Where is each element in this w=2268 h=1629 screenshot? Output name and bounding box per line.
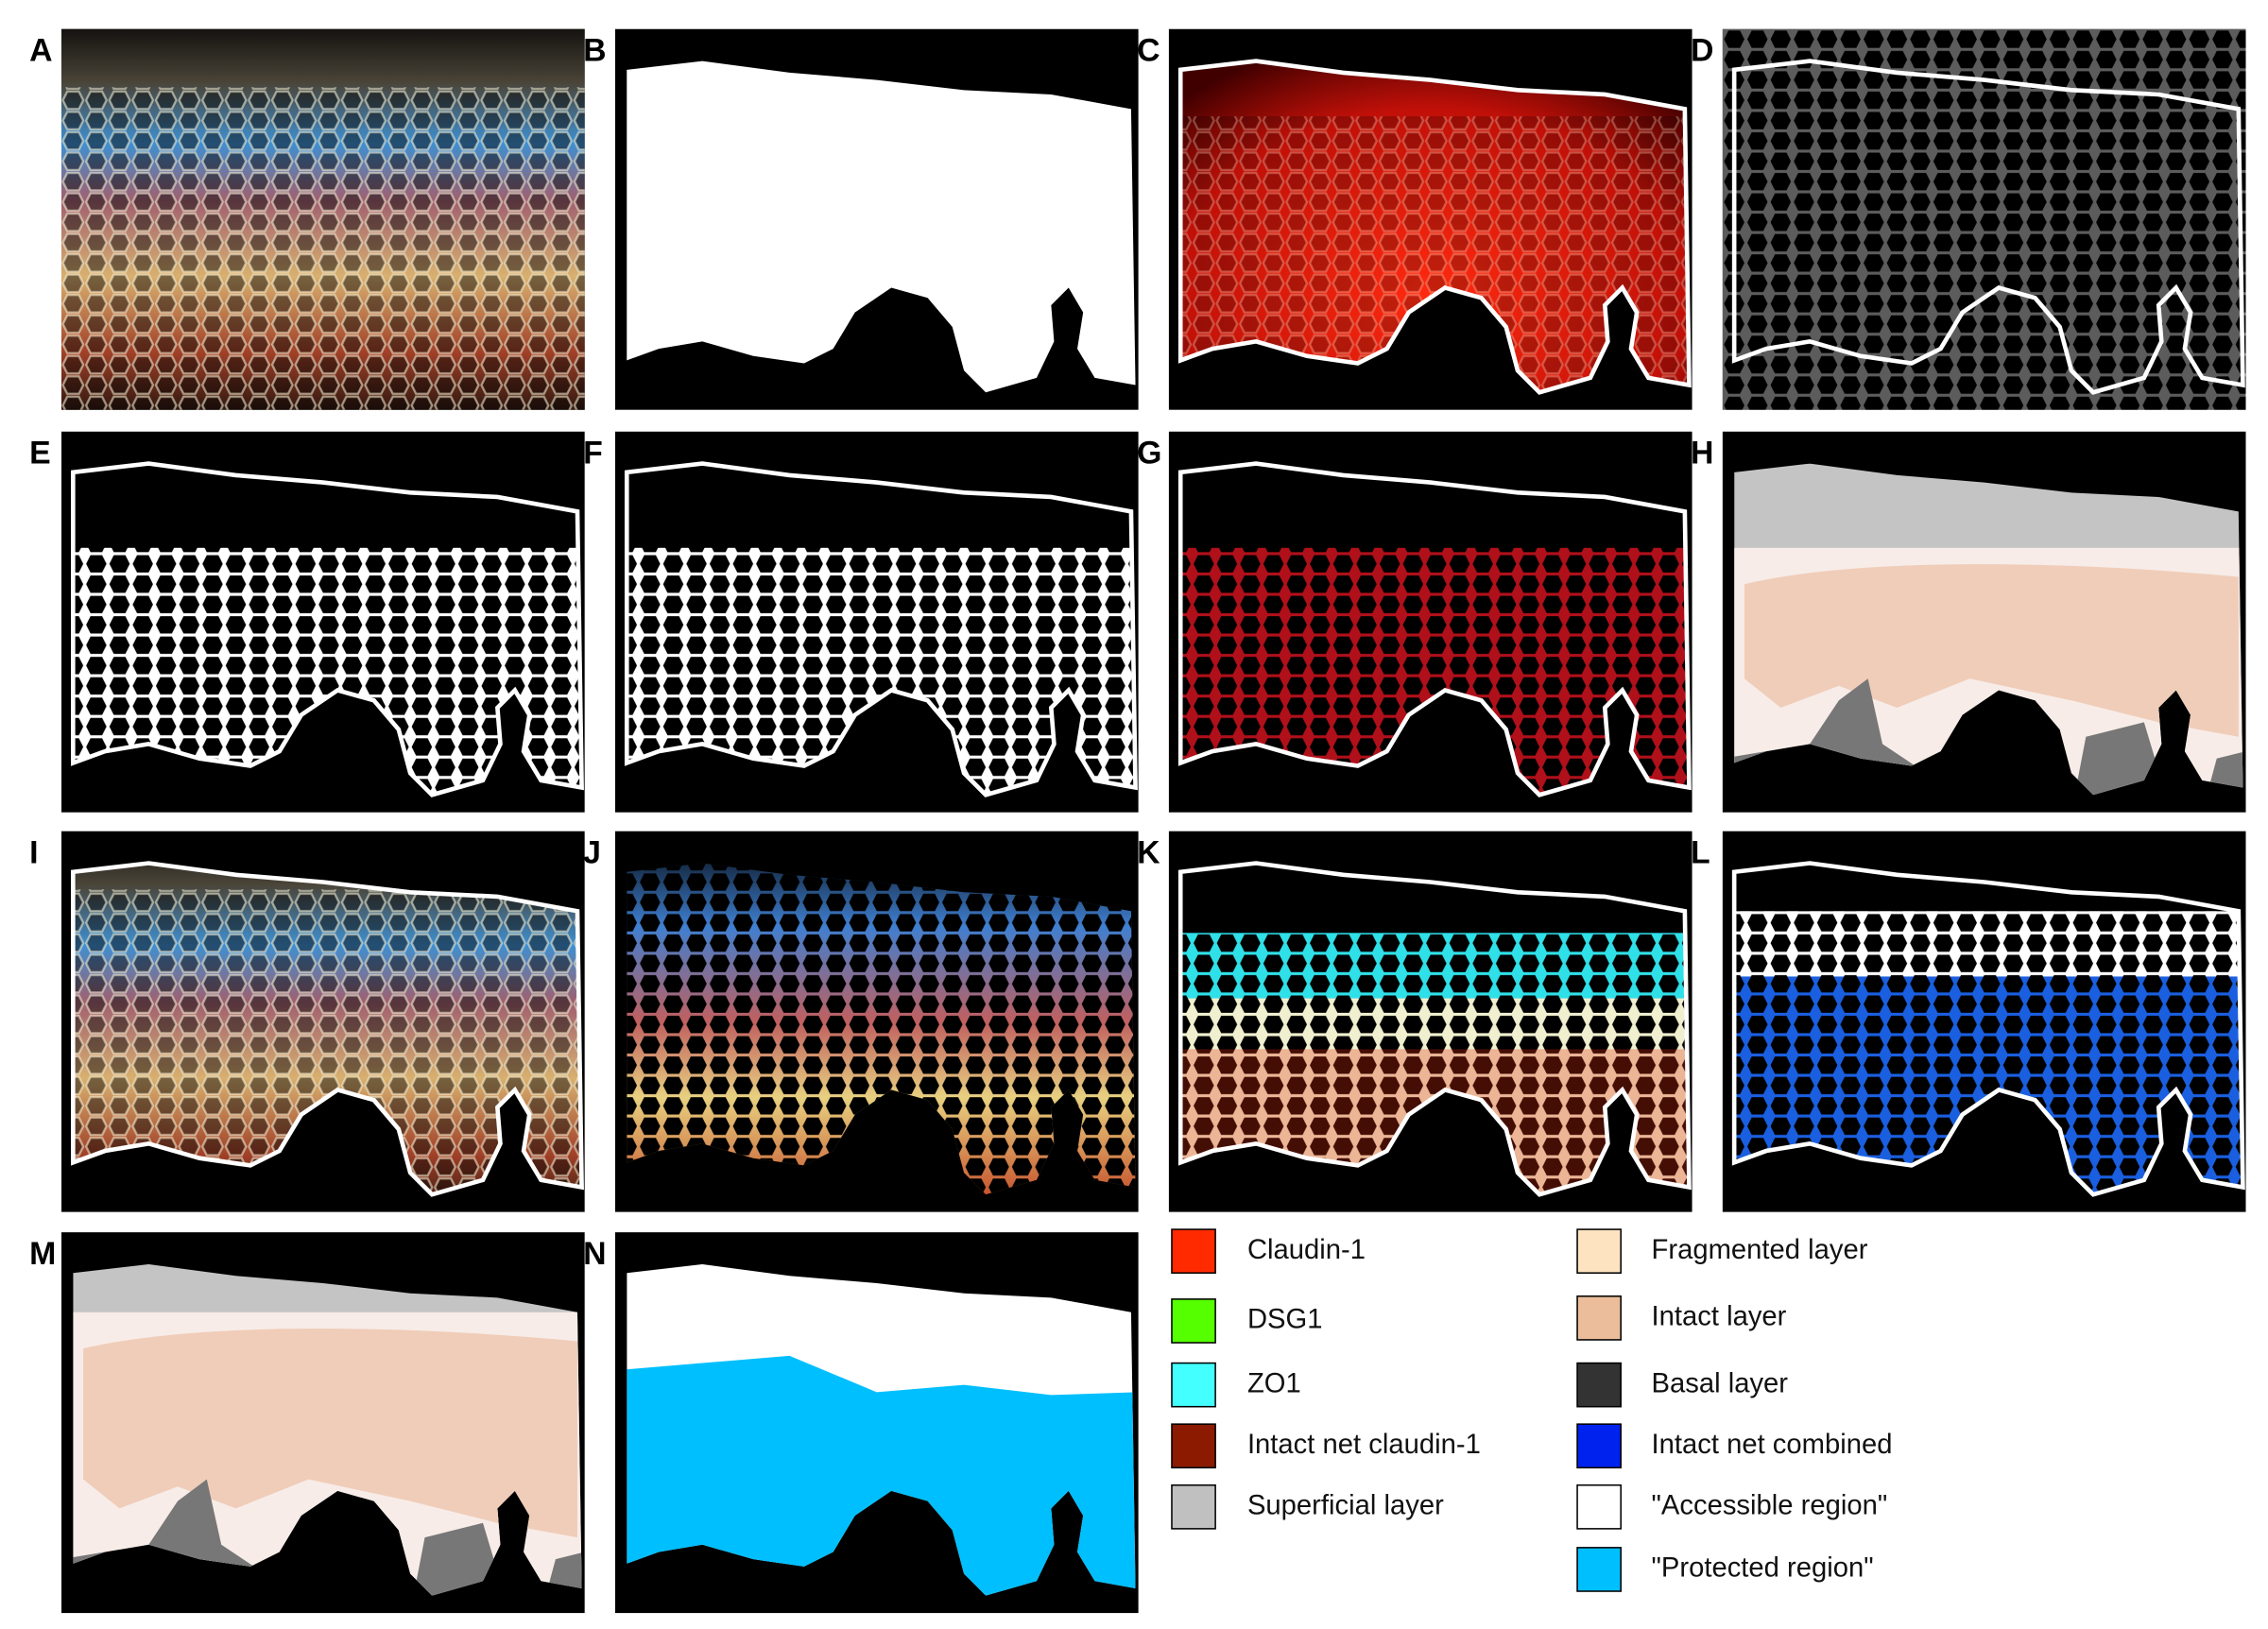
panel — [614, 431, 1139, 813]
tissue-outline — [1177, 461, 1692, 797]
panel — [1722, 431, 2246, 813]
panel — [61, 1232, 585, 1614]
panel — [1168, 831, 1692, 1212]
panel-label: F — [583, 436, 603, 472]
panel-label: B — [583, 33, 606, 69]
tissue-outline — [71, 461, 584, 797]
tissue-outline — [1177, 861, 1692, 1197]
panel — [1168, 28, 1692, 410]
legend-label: Fragmented layer — [1651, 1235, 1867, 1265]
panel — [61, 431, 585, 813]
image-texture — [61, 87, 585, 410]
panel — [614, 831, 1139, 1212]
legend-label: ZO1 — [1247, 1368, 1301, 1398]
legend-label: Basal layer — [1651, 1368, 1788, 1398]
legend-label: Intact net claudin-1 — [1247, 1430, 1481, 1460]
legend-swatch — [1576, 1483, 1622, 1530]
panel-label: L — [1691, 835, 1710, 871]
net — [1180, 933, 1690, 999]
panel-label: D — [1691, 33, 1713, 69]
legend-label: Intact layer — [1651, 1302, 1786, 1332]
panel-label: N — [583, 1236, 606, 1272]
tissue-outline — [71, 861, 584, 1197]
panel-label: J — [583, 835, 601, 871]
panel-label: E — [29, 436, 51, 472]
tissue-outline — [1731, 861, 2245, 1197]
image — [1722, 28, 2246, 410]
legend-swatch — [1576, 1423, 1622, 1469]
panel-label: G — [1137, 436, 1161, 472]
legend-label: "Protected region" — [1651, 1553, 1873, 1584]
net — [1734, 911, 2243, 977]
panel — [1722, 831, 2246, 1212]
panel-label: K — [1137, 835, 1160, 871]
legend-swatch — [1576, 1362, 1622, 1408]
tissue-outline — [1177, 59, 1692, 395]
legend-swatch — [1171, 1423, 1216, 1469]
legend-swatch — [1576, 1295, 1622, 1341]
panel-label: C — [1137, 33, 1160, 69]
legend-swatch — [1171, 1298, 1216, 1344]
legend-swatch — [1171, 1362, 1216, 1408]
panel — [61, 831, 585, 1212]
legend-label: "Accessible region" — [1651, 1491, 1887, 1521]
panel — [614, 28, 1139, 410]
tissue-outline — [624, 461, 1138, 797]
panel — [1722, 28, 2246, 410]
tissue-outline — [1731, 59, 2245, 395]
mask — [627, 60, 1136, 393]
legend-label: Intact net combined — [1651, 1430, 1892, 1460]
legend-label: Claudin-1 — [1247, 1235, 1366, 1265]
panel — [614, 1232, 1139, 1614]
legend-label: Superficial layer — [1247, 1491, 1444, 1521]
panel — [1168, 431, 1692, 813]
legend-swatch — [1171, 1228, 1216, 1274]
protected-region — [627, 1355, 1136, 1596]
legend-swatch — [1576, 1228, 1622, 1274]
panel — [61, 28, 585, 410]
panel-label: I — [29, 835, 38, 871]
panel-label: M — [29, 1236, 56, 1272]
legend-swatch — [1576, 1547, 1622, 1592]
panel-label: H — [1691, 436, 1713, 472]
legend-label: DSG1 — [1247, 1305, 1323, 1335]
panel-label: A — [29, 33, 52, 69]
legend-swatch — [1171, 1483, 1216, 1530]
